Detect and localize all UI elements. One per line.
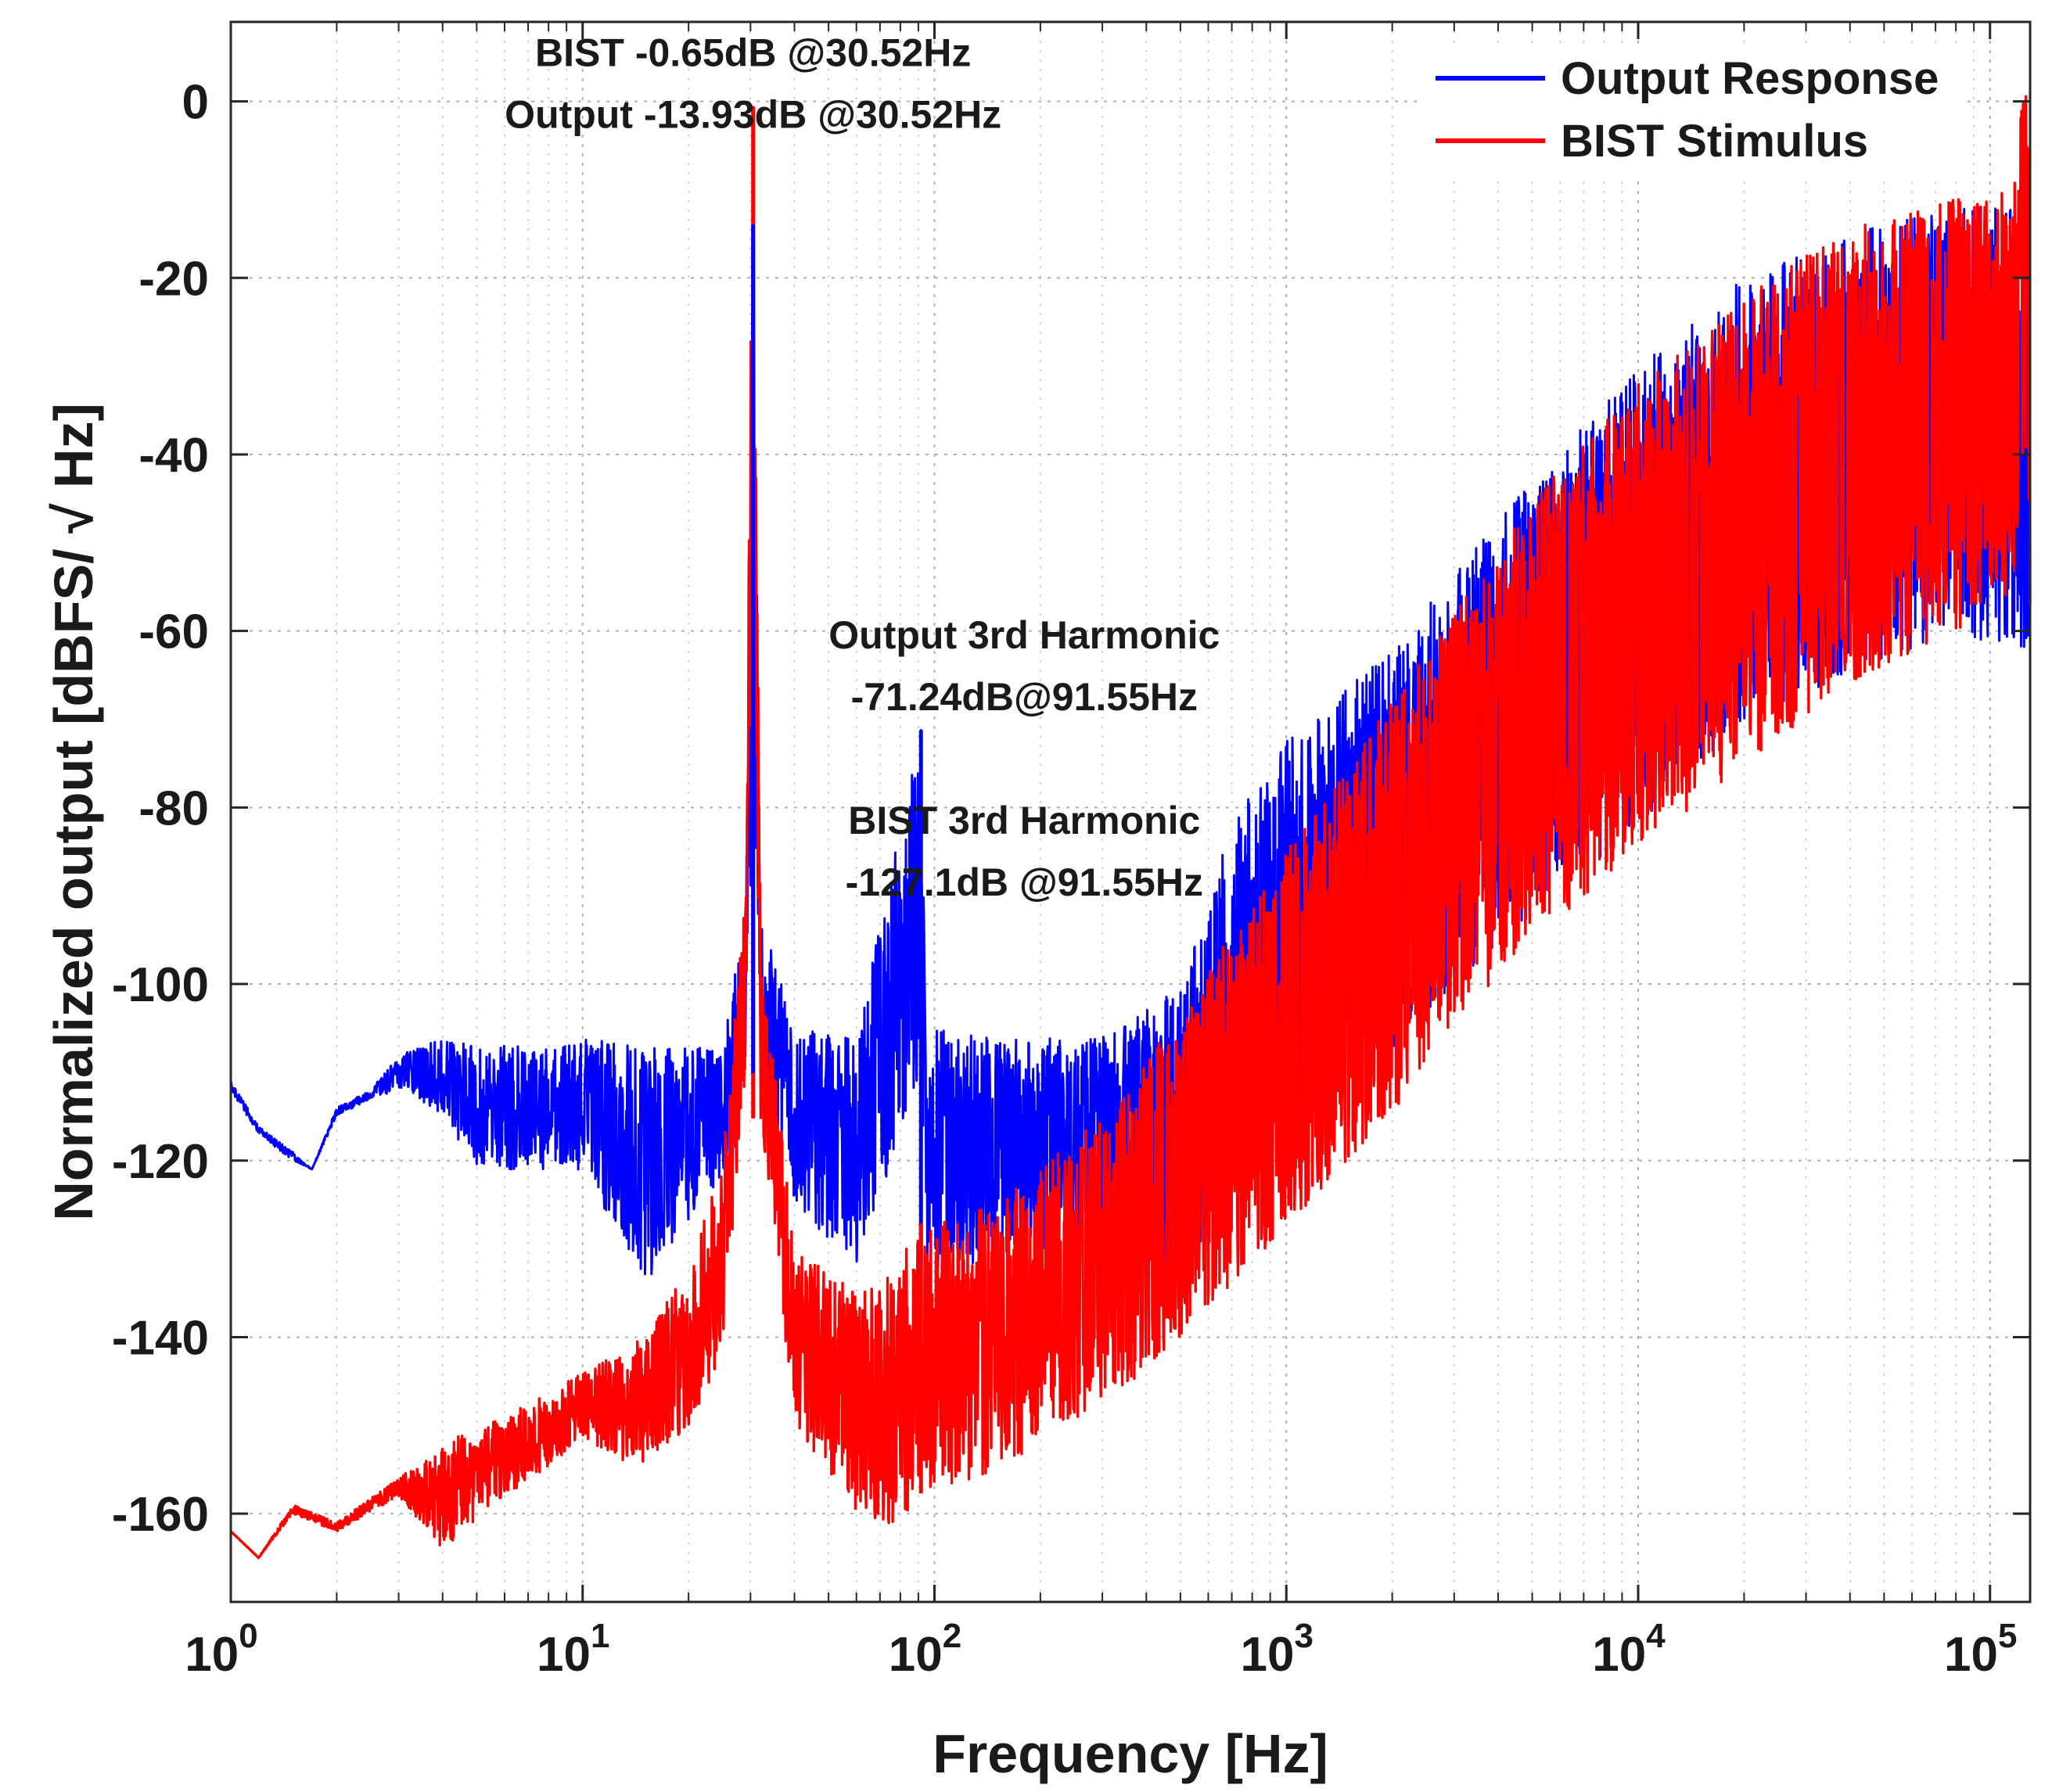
legend-label-bist-stimulus: BIST Stimulus <box>1561 116 1868 167</box>
x-tick-label-exponent: 0 <box>239 1617 257 1655</box>
peak-annotation: Output -13.93dB @30.52Hz <box>505 92 1001 136</box>
y-tick-label: -100 <box>112 958 209 1012</box>
x-tick-label-base: 10 <box>537 1628 591 1682</box>
x-tick-label: 104 <box>1592 1617 1666 1682</box>
annotation-layer: BIST -0.65dB @30.52Hz Output -13.93dB @30… <box>505 31 1220 904</box>
legend-label-output-response: Output Response <box>1561 53 1939 104</box>
tick-marks <box>229 22 2030 1602</box>
plot-frame <box>229 20 2032 1603</box>
x-tick-label-exponent: 3 <box>1294 1617 1313 1655</box>
x-tick-label: 100 <box>185 1617 257 1682</box>
x-axis-label: Frequency [Hz] <box>933 1723 1328 1784</box>
peak-annotation: BIST -0.65dB @30.52Hz <box>535 31 971 74</box>
y-tick-labels: 0 -20 -40 -60 -80 -100 -120 -140 -160 <box>112 76 209 1542</box>
x-tick-label-base: 10 <box>889 1628 943 1682</box>
legend: Output Response BIST Stimulus <box>1420 48 1968 181</box>
x-tick-label: 105 <box>1944 1617 2017 1682</box>
y-tick-label: -60 <box>138 605 209 659</box>
x-tick-labels: 100 101 102 103 104 105 <box>185 1617 2017 1682</box>
y-tick-label: -160 <box>112 1488 209 1542</box>
x-tick-label-exponent: 4 <box>1646 1617 1666 1655</box>
peak-annotation: Output 3rd Harmonic <box>828 613 1220 657</box>
peak-annotation: BIST 3rd Harmonic <box>848 799 1200 842</box>
x-tick-label-exponent: 2 <box>943 1617 961 1655</box>
y-tick-label: -120 <box>112 1135 209 1189</box>
x-tick-label: 101 <box>537 1617 609 1682</box>
x-tick-label-base: 10 <box>1241 1628 1295 1682</box>
y-tick-label: -20 <box>138 252 209 306</box>
y-tick-label: -80 <box>138 781 209 835</box>
x-tick-label-exponent: 5 <box>1998 1617 2017 1655</box>
y-tick-label: 0 <box>182 76 209 130</box>
x-tick-label-base: 10 <box>185 1628 239 1682</box>
legend-box <box>1420 48 1968 181</box>
y-tick-label: -140 <box>112 1311 209 1365</box>
y-axis-label: Normalized output [dBFS/ √ Hz] <box>43 403 104 1221</box>
x-tick-label-base: 10 <box>1944 1628 1998 1682</box>
series-line-bist-stimulus <box>229 95 2032 1560</box>
series-layer <box>229 95 2032 1560</box>
x-tick-label: 103 <box>1241 1617 1313 1682</box>
x-tick-label: 102 <box>889 1617 961 1682</box>
x-tick-label-exponent: 1 <box>591 1617 609 1655</box>
peak-annotation: -71.24dB@91.55Hz <box>851 675 1198 719</box>
x-tick-label-base: 10 <box>1592 1628 1646 1682</box>
peak-annotation: -127.1dB @91.55Hz <box>846 860 1203 904</box>
y-tick-label: -40 <box>138 429 209 483</box>
